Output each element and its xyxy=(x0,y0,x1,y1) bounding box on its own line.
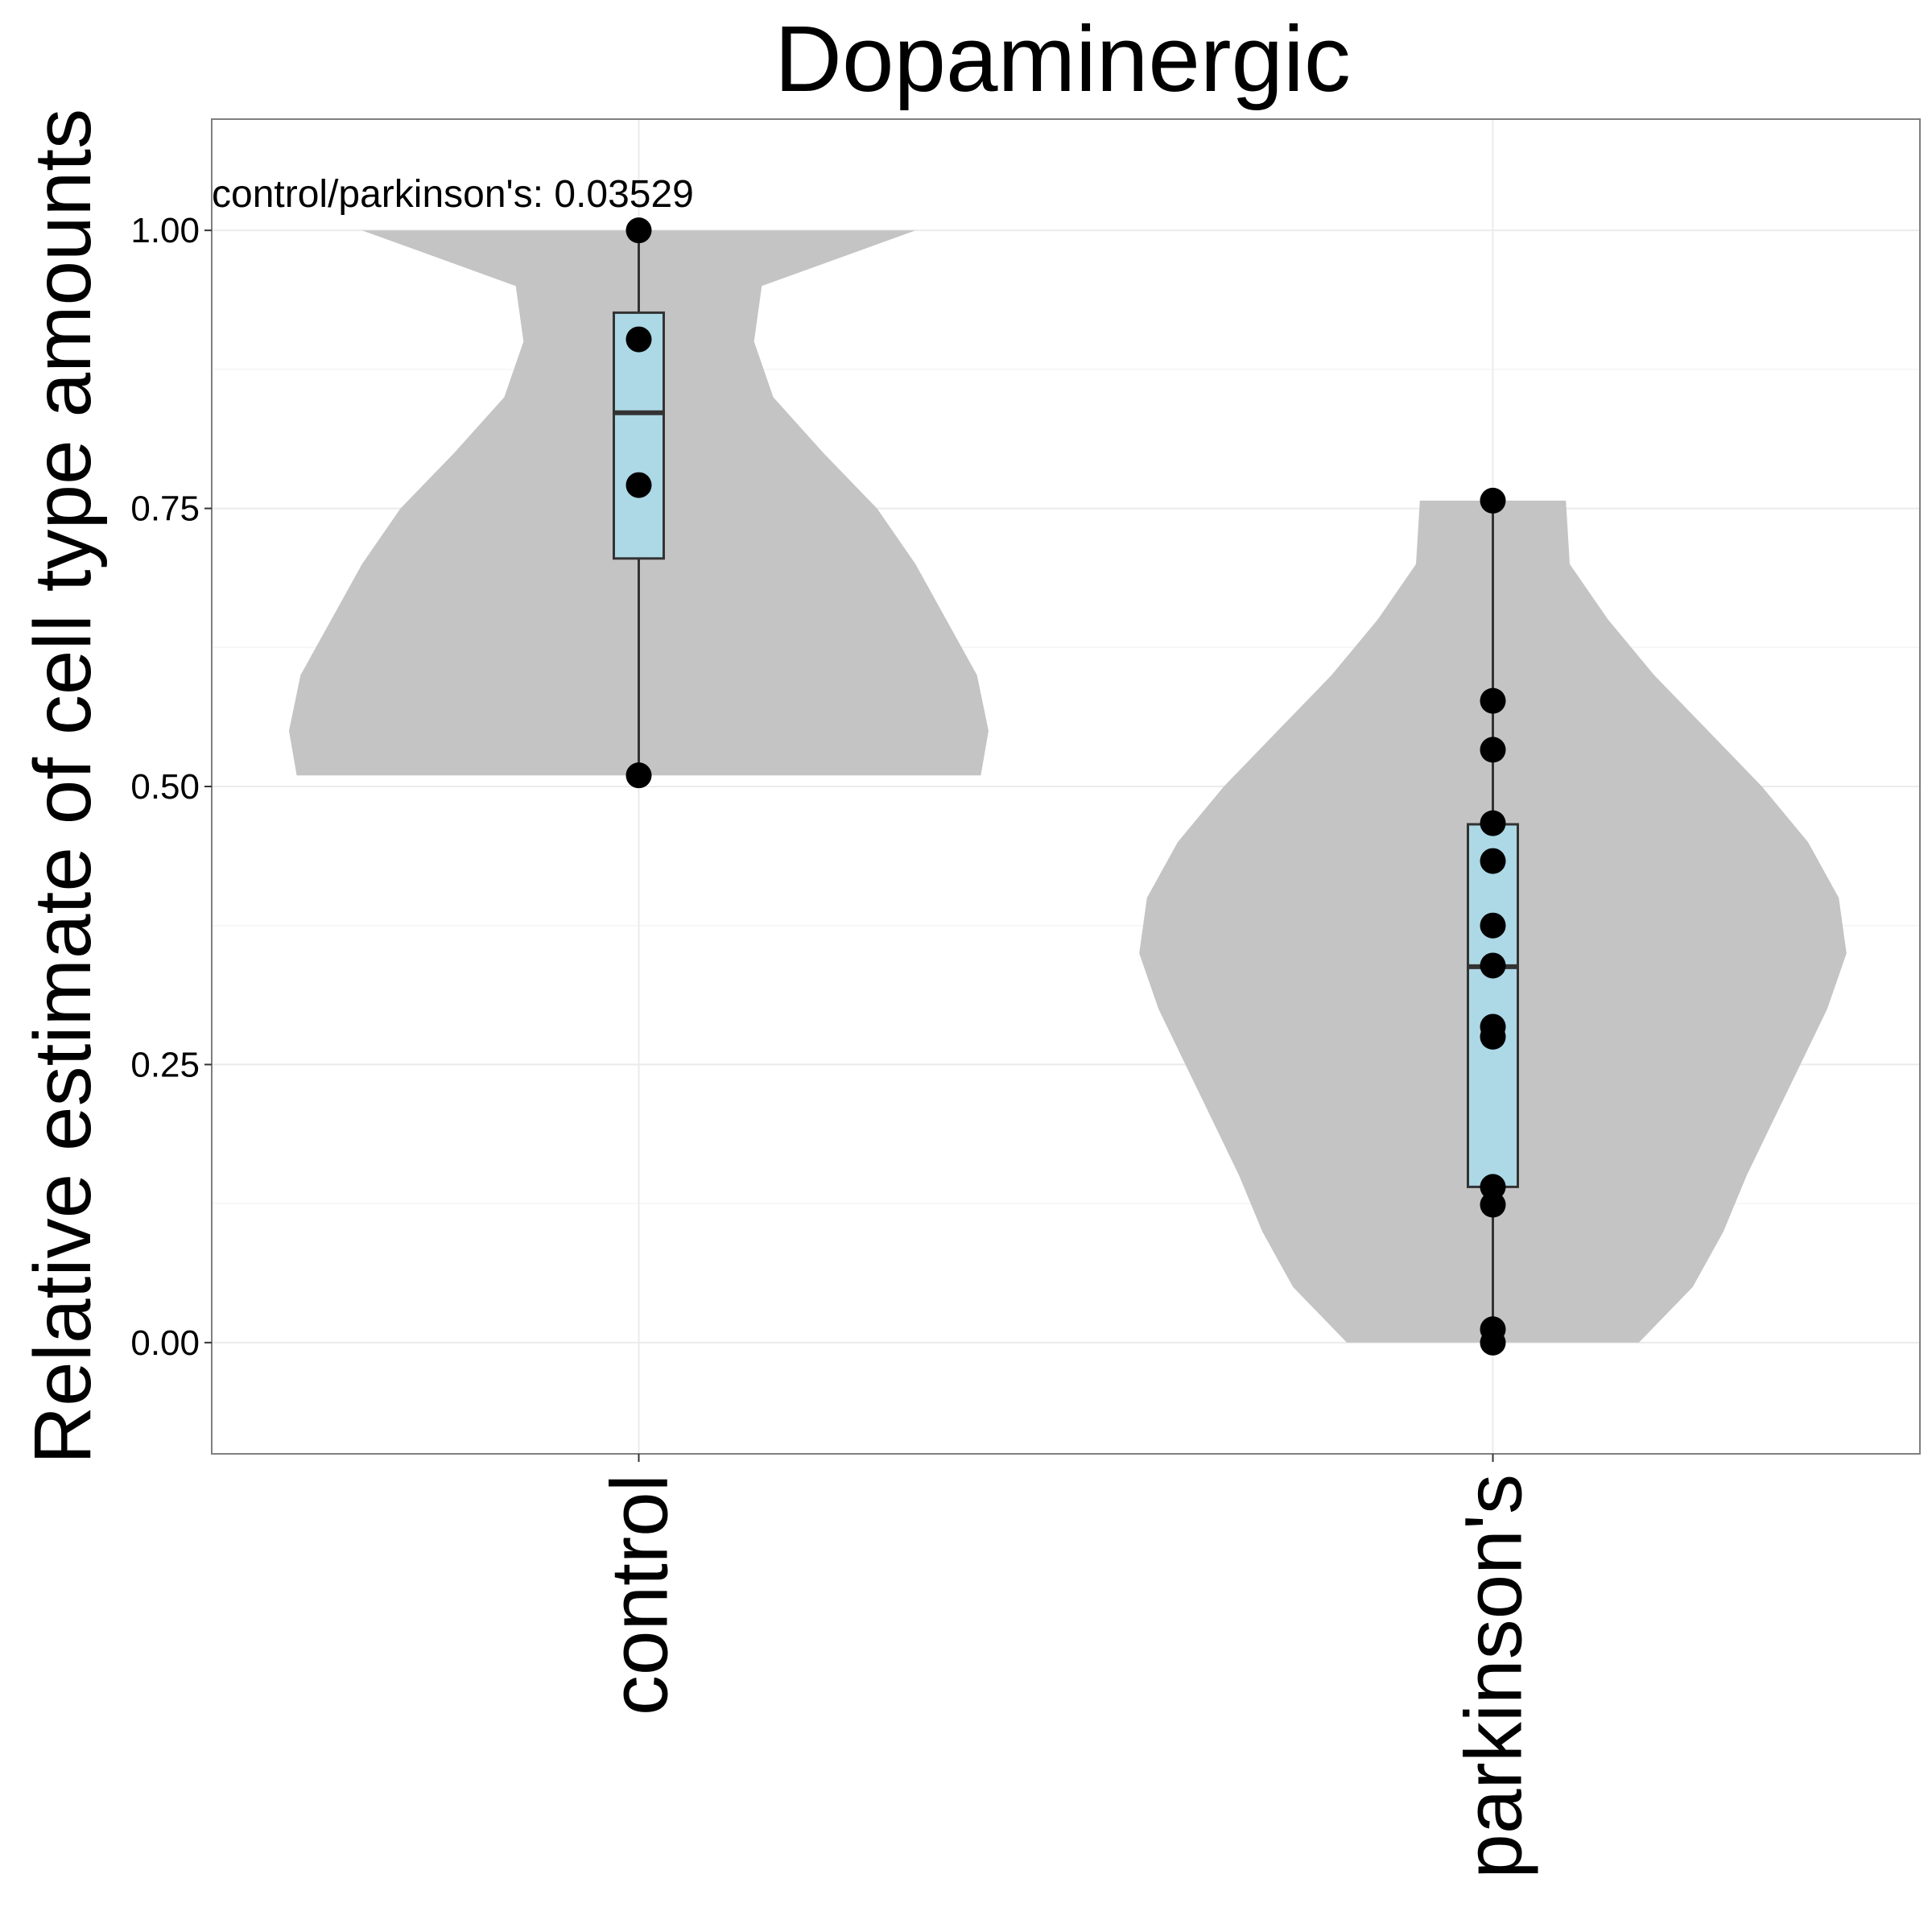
data-point xyxy=(1480,848,1506,874)
x-tick-label: control xyxy=(595,1474,685,1715)
x-tick-label: parkinson's xyxy=(1449,1474,1539,1879)
data-point xyxy=(1480,912,1506,939)
data-point xyxy=(1480,1174,1506,1200)
axis-layer: 0.00 0.25 0.50 0.75 1.00 control parkinson's xyxy=(130,211,1538,1879)
data-point xyxy=(625,217,652,244)
data-point xyxy=(1480,737,1506,763)
data-point xyxy=(1480,1191,1506,1218)
data-point xyxy=(1480,810,1506,836)
data-point xyxy=(1480,952,1506,979)
y-tick-label: 0.50 xyxy=(130,767,200,807)
point-layer xyxy=(625,217,1506,1356)
data-point xyxy=(625,472,652,498)
box-iqr xyxy=(613,311,665,560)
y-tick-label: 1.00 xyxy=(130,211,200,250)
y-axis-title: Relative estimate of cell type amounts xyxy=(18,109,108,1464)
data-point xyxy=(1480,1023,1506,1050)
y-tick-label: 0.25 xyxy=(130,1045,200,1084)
stat-annotation: control/parkinson's: 0.03529 xyxy=(212,173,694,216)
data-point xyxy=(1480,487,1506,514)
data-point xyxy=(625,326,652,353)
data-point xyxy=(625,762,652,789)
data-point xyxy=(1480,1329,1506,1356)
y-tick-label: 0.75 xyxy=(130,489,200,529)
box-iqr xyxy=(1467,823,1519,1188)
chart-title: Dopaminergic xyxy=(774,6,1351,111)
data-point xyxy=(1480,687,1506,714)
y-tick-label: 0.00 xyxy=(130,1323,200,1363)
